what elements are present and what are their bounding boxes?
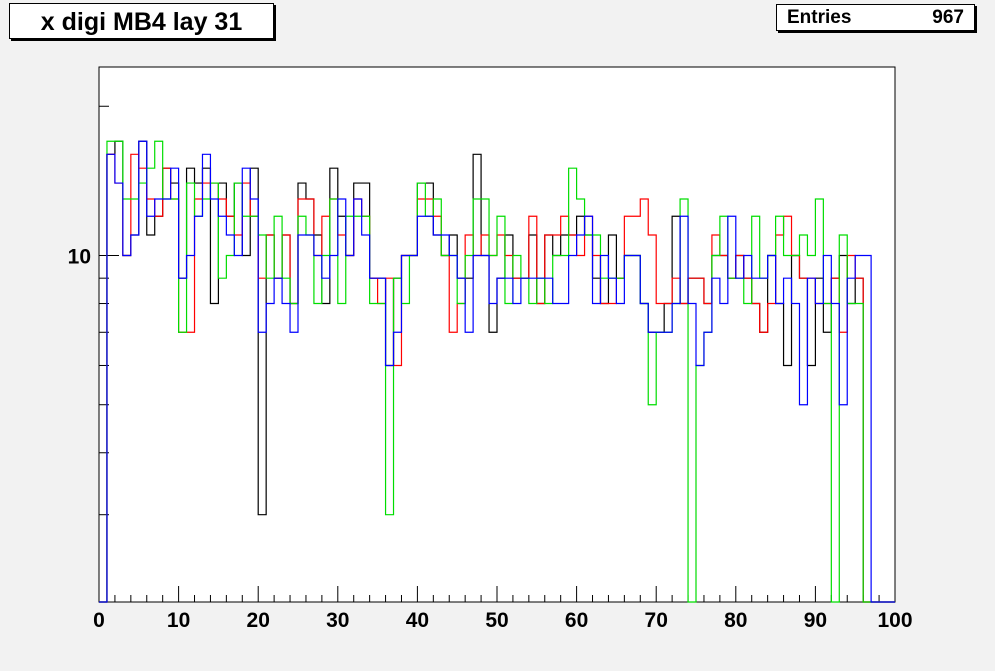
x-tick-label: 90 — [804, 609, 827, 632]
x-tick-label: 30 — [326, 609, 349, 632]
stats-box: Entries 967 — [776, 4, 975, 31]
x-tick-label: 70 — [645, 609, 668, 632]
histogram-title: x digi MB4 lay 31 — [9, 3, 274, 39]
x-tick-label: 50 — [485, 609, 508, 632]
x-tick-label: 80 — [724, 609, 747, 632]
entries-value: 967 — [932, 7, 964, 28]
series-line-3 — [99, 140, 895, 603]
x-tick-label: 0 — [93, 609, 105, 632]
x-tick-label: 100 — [877, 609, 912, 632]
y-tick-label: 10 — [68, 245, 91, 268]
x-tick-label: 60 — [565, 609, 588, 632]
x-tick-label: 40 — [406, 609, 429, 632]
x-tick-label: 10 — [167, 609, 190, 632]
x-tick-label: 20 — [247, 609, 270, 632]
plot-frame — [98, 66, 896, 603]
entries-label: Entries — [787, 7, 852, 28]
